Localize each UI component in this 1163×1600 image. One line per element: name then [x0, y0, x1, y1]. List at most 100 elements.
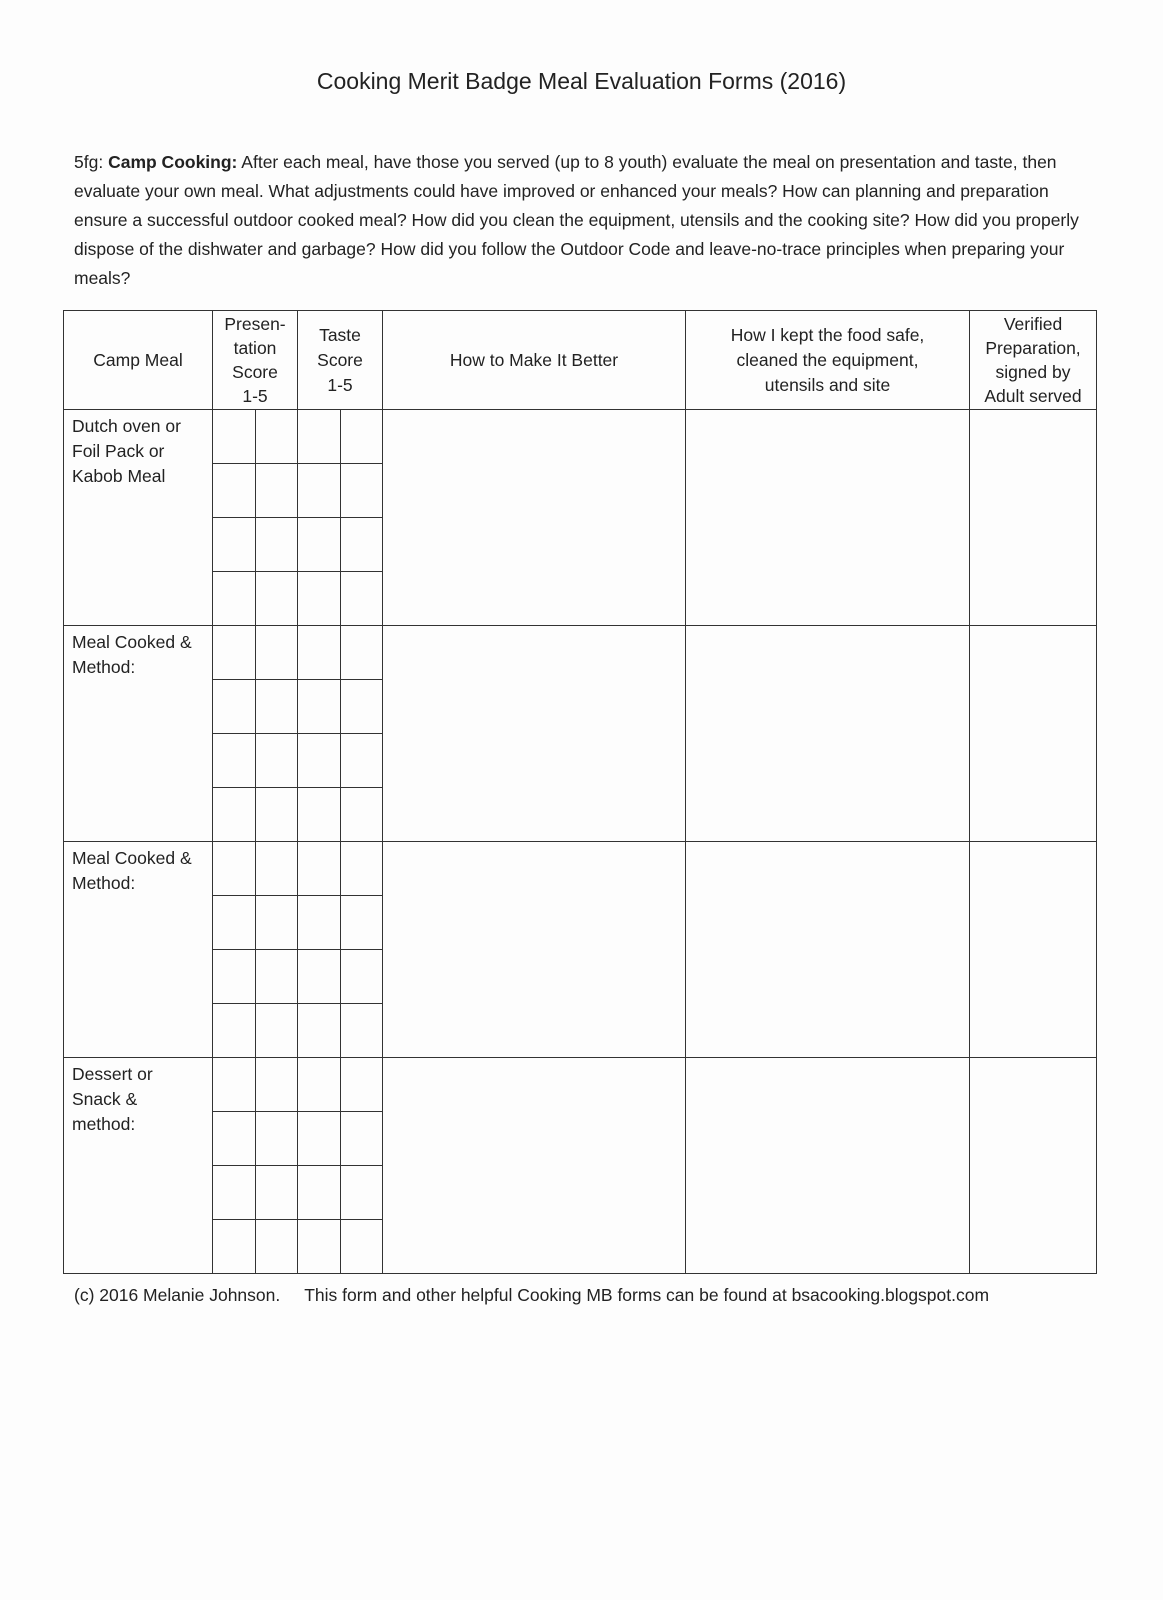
meal-label: Meal Cooked & Method:	[63, 841, 213, 1058]
requirement-text: After each meal, have those you served (…	[74, 152, 1079, 288]
meal-subrow	[64, 679, 1097, 734]
taste-score-cell[interactable]	[297, 895, 341, 950]
taste-score-cell[interactable]	[297, 625, 341, 680]
presentation-score-cell[interactable]	[255, 1219, 298, 1274]
food-safety-cell[interactable]	[685, 409, 970, 626]
meal-subrow: Dutch oven or Foil Pack or Kabob Meal	[63, 409, 1097, 626]
presentation-score-cell[interactable]	[255, 1003, 298, 1058]
taste-score-cell[interactable]	[340, 895, 383, 950]
header-presentation-score: Presen- tation Score 1-5	[212, 310, 298, 410]
taste-score-cell[interactable]	[340, 1057, 383, 1112]
presentation-score-cell[interactable]	[255, 841, 298, 896]
taste-score-cell[interactable]	[297, 1111, 341, 1166]
presentation-score-cell[interactable]	[255, 517, 298, 572]
verified-signature-cell[interactable]	[969, 625, 1097, 842]
taste-score-cell[interactable]	[340, 787, 383, 842]
meal-subrow	[64, 787, 1097, 842]
verified-signature-cell[interactable]	[969, 841, 1097, 1058]
taste-score-cell[interactable]	[340, 679, 383, 734]
presentation-score-cell[interactable]	[212, 1219, 256, 1274]
improvements-cell[interactable]	[382, 1057, 686, 1274]
presentation-score-cell[interactable]	[255, 463, 298, 518]
taste-score-cell[interactable]	[340, 625, 383, 680]
presentation-score-cell[interactable]	[212, 625, 256, 680]
taste-score-cell[interactable]	[340, 1219, 383, 1274]
presentation-score-cell[interactable]	[212, 841, 256, 896]
presentation-score-cell[interactable]	[255, 949, 298, 1004]
presentation-score-cell[interactable]	[255, 679, 298, 734]
taste-score-cell[interactable]	[297, 949, 341, 1004]
presentation-score-cell[interactable]	[212, 1003, 256, 1058]
meal-subrow: Dessert or Snack & method:	[63, 1057, 1097, 1274]
food-safety-cell[interactable]	[685, 1057, 970, 1274]
taste-score-cell[interactable]	[340, 571, 383, 626]
taste-score-cell[interactable]	[297, 409, 341, 464]
taste-score-cell[interactable]	[340, 463, 383, 518]
verified-signature-cell[interactable]	[969, 1057, 1097, 1274]
presentation-score-cell[interactable]	[212, 1165, 256, 1220]
page-title: Cooking Merit Badge Meal Evaluation Form…	[316, 68, 847, 94]
meal-subrow	[64, 571, 1097, 626]
requirement-code: 5fg:	[74, 152, 104, 172]
presentation-score-cell[interactable]	[212, 517, 256, 572]
presentation-score-cell[interactable]	[255, 571, 298, 626]
taste-score-cell[interactable]	[297, 517, 341, 572]
presentation-score-cell[interactable]	[255, 625, 298, 680]
taste-score-cell[interactable]	[297, 571, 341, 626]
taste-score-cell[interactable]	[297, 733, 341, 788]
taste-score-cell[interactable]	[297, 1165, 341, 1220]
presentation-score-cell[interactable]	[255, 895, 298, 950]
improvements-cell[interactable]	[382, 625, 686, 842]
presentation-score-cell[interactable]	[212, 679, 256, 734]
taste-score-cell[interactable]	[297, 1219, 341, 1274]
food-safety-cell[interactable]	[685, 841, 970, 1058]
footer: (c) 2016 Melanie Johnson. This form and …	[74, 1285, 989, 1306]
presentation-score-cell[interactable]	[255, 1111, 298, 1166]
taste-score-cell[interactable]	[340, 1111, 383, 1166]
taste-score-cell[interactable]	[297, 841, 341, 896]
presentation-score-cell[interactable]	[212, 1057, 256, 1112]
presentation-score-cell[interactable]	[255, 1165, 298, 1220]
improvements-cell[interactable]	[382, 409, 686, 626]
presentation-score-cell[interactable]	[212, 409, 256, 464]
header-food-safety: How I kept the food safe, cleaned the eq…	[685, 310, 970, 410]
taste-score-cell[interactable]	[297, 463, 341, 518]
presentation-score-cell[interactable]	[212, 949, 256, 1004]
presentation-score-cell[interactable]	[212, 463, 256, 518]
presentation-score-cell[interactable]	[255, 409, 298, 464]
taste-score-cell[interactable]	[340, 841, 383, 896]
improvements-cell[interactable]	[382, 841, 686, 1058]
presentation-score-cell[interactable]	[255, 787, 298, 842]
meal-subrow: Meal Cooked & Method:	[63, 841, 1097, 1058]
taste-score-cell[interactable]	[297, 1003, 341, 1058]
copyright: (c) 2016 Melanie Johnson.	[74, 1285, 281, 1305]
taste-score-cell[interactable]	[297, 787, 341, 842]
requirement-heading: Camp Cooking:	[108, 152, 238, 172]
taste-score-cell[interactable]	[297, 1057, 341, 1112]
meal-label: Dessert or Snack & method:	[63, 1057, 213, 1274]
taste-score-cell[interactable]	[340, 733, 383, 788]
verified-signature-cell[interactable]	[969, 409, 1097, 626]
header-camp-meal: Camp Meal	[63, 310, 213, 410]
presentation-score-cell[interactable]	[212, 1111, 256, 1166]
meal-subrow	[64, 517, 1097, 572]
taste-score-cell[interactable]	[340, 409, 383, 464]
presentation-score-cell[interactable]	[212, 895, 256, 950]
taste-score-cell[interactable]	[297, 679, 341, 734]
taste-score-cell[interactable]	[340, 949, 383, 1004]
meal-subrow	[64, 1165, 1097, 1220]
taste-score-cell[interactable]	[340, 517, 383, 572]
meal-subrow	[64, 949, 1097, 1004]
meal-subrow: Meal Cooked & Method:	[63, 625, 1097, 842]
presentation-score-cell[interactable]	[212, 787, 256, 842]
taste-score-cell[interactable]	[340, 1165, 383, 1220]
meal-label: Dutch oven or Foil Pack or Kabob Meal	[63, 409, 213, 626]
presentation-score-cell[interactable]	[212, 733, 256, 788]
food-safety-cell[interactable]	[685, 625, 970, 842]
presentation-score-cell[interactable]	[212, 571, 256, 626]
taste-score-cell[interactable]	[340, 1003, 383, 1058]
presentation-score-cell[interactable]	[255, 1057, 298, 1112]
meal-subrow	[64, 1111, 1097, 1166]
presentation-score-cell[interactable]	[255, 733, 298, 788]
